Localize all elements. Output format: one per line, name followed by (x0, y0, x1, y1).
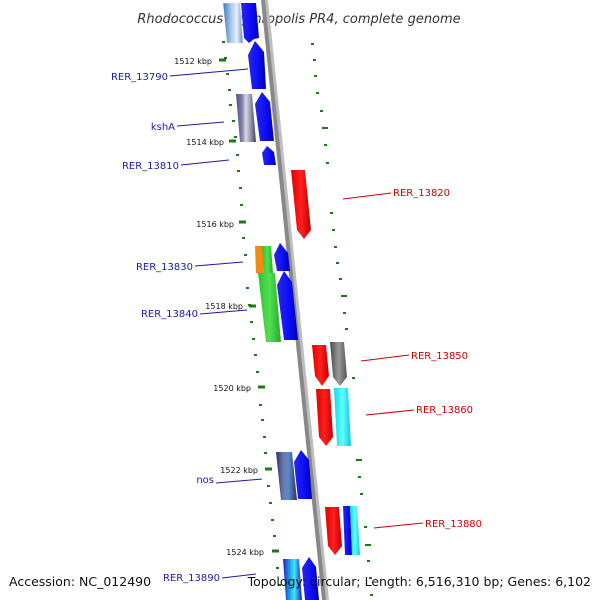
label-rer-13820[interactable]: RER_13820 (393, 188, 450, 199)
label-rer-13890[interactable]: RER_13890 (163, 573, 220, 584)
label-rer-13860[interactable]: RER_13860 (416, 405, 473, 416)
tick-label-1520: 1520 kbp (213, 384, 251, 393)
label-rer-13790[interactable]: RER_13790 (111, 72, 168, 83)
label-nos[interactable]: nos (196, 475, 214, 486)
label-rer-13830[interactable]: RER_13830 (136, 262, 193, 273)
gene-rer-13790[interactable] (248, 41, 266, 89)
tick-label-1516: 1516 kbp (196, 220, 234, 229)
accession-text: Accession: NC_012490 (9, 574, 151, 589)
gene-rer-13890[interactable] (283, 557, 319, 600)
gene-nos[interactable] (276, 452, 297, 500)
label-rer-13850[interactable]: RER_13850 (411, 351, 468, 362)
gene-rer-13810-a[interactable] (255, 92, 274, 141)
gene-rer-13850-b[interactable] (330, 342, 347, 386)
gene-rer-13860[interactable] (316, 389, 333, 446)
gene-rer-13840-b[interactable] (277, 271, 298, 340)
gene-rer-13880-b[interactable] (343, 506, 360, 555)
gene-rer-13810[interactable] (262, 146, 276, 165)
topology-text: Topology: circular; Length: 6,516,310 bp… (247, 574, 591, 589)
tick-label-1524: 1524 kbp (226, 548, 264, 557)
gene-rer-13830-b[interactable] (274, 243, 290, 271)
left-label-connectors (169, 68, 263, 579)
right-label-connectors (342, 192, 424, 529)
label-rer-13880[interactable]: RER_13880 (425, 519, 482, 530)
right-dash-track (311, 43, 373, 596)
label-rer-13840[interactable]: RER_13840 (141, 309, 198, 320)
gene-rer-13820[interactable] (291, 170, 311, 239)
kbp-ticks (219, 58, 279, 553)
label-rer-13810[interactable]: RER_13810 (122, 161, 179, 172)
gene-rer-13850[interactable] (312, 345, 329, 386)
tick-label-1522: 1522 kbp (220, 466, 258, 475)
label-ksha[interactable]: kshA (151, 122, 175, 133)
gene-rer-13880[interactable] (325, 507, 342, 555)
tick-label-1518: 1518 kbp (205, 302, 243, 311)
gene-rer-13840[interactable] (258, 273, 281, 342)
map-title: Rhodococcus erythropolis PR4, complete g… (137, 12, 460, 27)
gene-top-left[interactable] (222, 2, 259, 44)
tick-label-1512: 1512 kbp (174, 57, 212, 66)
gene-rer-13830[interactable] (255, 246, 273, 273)
left-dash-track (222, 41, 281, 586)
tick-label-1514: 1514 kbp (186, 138, 224, 147)
gene-ksha[interactable] (236, 94, 256, 142)
gene-rer-13860-b[interactable] (334, 388, 351, 446)
gene-nos-b[interactable] (294, 450, 312, 499)
